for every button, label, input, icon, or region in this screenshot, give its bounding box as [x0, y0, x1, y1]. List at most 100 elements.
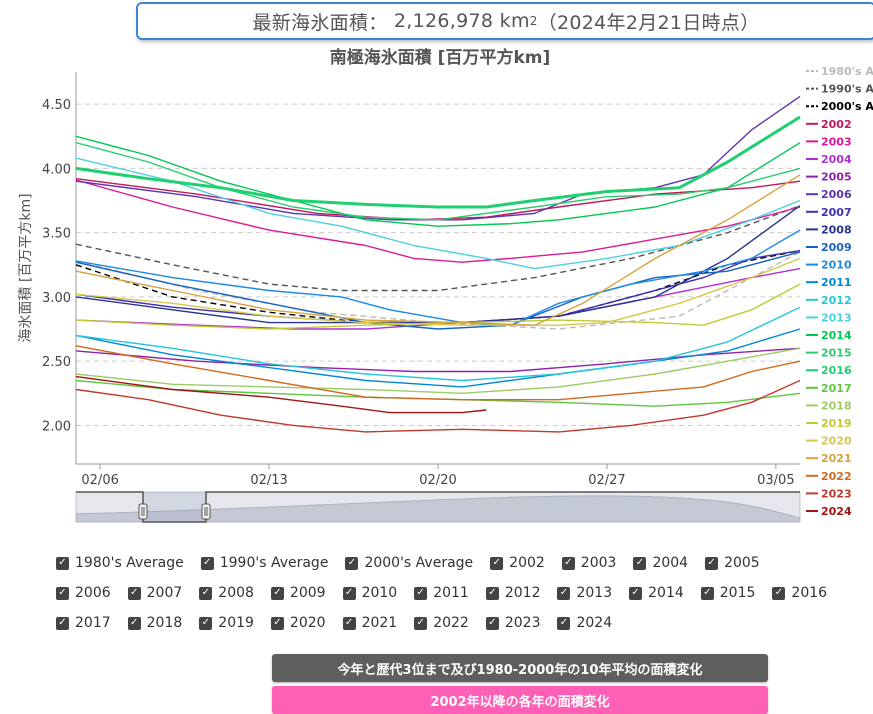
series-checkbox[interactable]: ✓ 2014 [629, 585, 684, 601]
checkbox-label: 2005 [724, 555, 760, 571]
legend-label: 2004 [821, 153, 852, 166]
legend-label: 2023 [821, 487, 852, 500]
legend-item[interactable]: 2024 [806, 505, 852, 518]
legend-item[interactable]: 2013 [806, 311, 852, 324]
series-checkbox[interactable]: ✓ 2013 [557, 585, 612, 601]
legend-item[interactable]: 1990's Average [806, 83, 873, 96]
legend-item[interactable]: 2021 [806, 452, 852, 465]
series-checkbox[interactable]: ✓ 2015 [700, 585, 755, 601]
legend-item[interactable]: 2009 [806, 241, 852, 254]
series-line-2022 [75, 345, 801, 401]
checkbox-checked-icon[interactable]: ✓ [199, 586, 213, 600]
series-checkbox[interactable]: ✓ 2018 [127, 615, 182, 631]
series-checkbox[interactable]: ✓ 2012 [485, 585, 540, 601]
series-checkbox[interactable]: ✓ 2022 [414, 615, 469, 631]
checkbox-checked-icon[interactable]: ✓ [414, 616, 428, 630]
legend-item[interactable]: 2012 [806, 294, 852, 307]
series-checkbox[interactable]: ✓ 1980's Average [56, 555, 184, 571]
checkbox-checked-icon[interactable]: ✓ [127, 586, 141, 600]
checkbox-checked-icon[interactable]: ✓ [342, 586, 356, 600]
legend-item[interactable]: 2019 [806, 417, 852, 430]
checkbox-checked-icon[interactable]: ✓ [342, 616, 356, 630]
checkbox-label: 2017 [75, 615, 111, 631]
checkbox-checked-icon[interactable]: ✓ [199, 616, 213, 630]
legend-item[interactable]: 2016 [806, 364, 852, 377]
legend-item[interactable]: 2000's Average [806, 100, 873, 113]
legend-item[interactable]: 2003 [806, 135, 852, 148]
series-checkbox[interactable]: ✓ 2008 [199, 585, 254, 601]
series-checkbox[interactable]: ✓ 2020 [270, 615, 326, 631]
series-checkbox[interactable]: ✓ 2004 [633, 555, 688, 571]
series-checkbox[interactable]: ✓ 2002 [490, 555, 545, 571]
legend-item[interactable]: 2015 [806, 347, 852, 360]
navigator-handle-right[interactable] [201, 503, 211, 520]
legend-item[interactable]: 2018 [806, 399, 852, 412]
checkbox-checked-icon[interactable]: ✓ [705, 556, 719, 570]
legend-item[interactable]: 2011 [806, 276, 852, 289]
series-lines [75, 95, 801, 433]
checkbox-checked-icon[interactable]: ✓ [772, 586, 786, 600]
checkbox-checked-icon[interactable]: ✓ [270, 586, 284, 600]
series-checkbox[interactable]: ✓ 2006 [56, 585, 111, 601]
checkbox-label: 2000's Average [364, 555, 474, 571]
legend-item[interactable]: 2008 [806, 223, 852, 236]
checkbox-checked-icon[interactable]: ✓ [414, 586, 428, 600]
yearly-chart-button[interactable]: 2002年以降の各年の面積変化 [272, 686, 768, 714]
top10-chart-button[interactable]: 今年と歴代3位まで及び1980-2000年の10年平均の面積変化 [272, 654, 768, 682]
legend-label: 2005 [821, 171, 852, 184]
series-checkbox[interactable]: ✓ 2021 [342, 615, 397, 631]
legend-item[interactable]: 2002 [806, 118, 852, 131]
legend-item[interactable]: 2020 [806, 435, 852, 448]
checkbox-checked-icon[interactable]: ✓ [561, 556, 575, 570]
checkbox-checked-icon[interactable]: ✓ [633, 556, 647, 570]
series-checkbox[interactable]: ✓ 2000's Average [345, 555, 473, 571]
checkbox-label: 2019 [218, 615, 254, 631]
checkbox-checked-icon[interactable]: ✓ [200, 556, 214, 570]
series-checkbox[interactable]: ✓ 2017 [56, 615, 111, 631]
series-checkbox[interactable]: ✓ 2009 [270, 585, 326, 601]
series-line-2006 [75, 95, 801, 221]
legend-item[interactable]: 2004 [806, 153, 852, 166]
series-line-2011 [75, 328, 801, 388]
checkbox-checked-icon[interactable]: ✓ [127, 616, 141, 630]
series-checkbox[interactable]: ✓ 2010 [342, 585, 397, 601]
checkbox-checked-icon[interactable]: ✓ [56, 586, 69, 600]
checkbox-checked-icon[interactable]: ✓ [629, 586, 643, 600]
checkbox-checked-icon[interactable]: ✓ [557, 586, 571, 600]
banner-value: 2,126,978 km [393, 10, 530, 32]
legend-item[interactable]: 2006 [806, 188, 852, 201]
checkbox-checked-icon[interactable]: ✓ [557, 616, 571, 630]
navigator-handle-left[interactable] [138, 503, 148, 520]
legend-item[interactable]: 2022 [806, 470, 852, 483]
series-checkbox[interactable]: ✓ 1990's Average [200, 555, 329, 571]
checkbox-checked-icon[interactable]: ✓ [56, 556, 69, 570]
series-checkbox[interactable]: ✓ 2003 [561, 555, 616, 571]
checkbox-checked-icon[interactable]: ✓ [700, 586, 714, 600]
series-checkbox[interactable]: ✓ 2005 [705, 555, 760, 571]
series-checkbox[interactable]: ✓ 2007 [127, 585, 182, 601]
legend-item[interactable]: 2017 [806, 382, 852, 395]
legend-item[interactable]: 2005 [806, 171, 852, 184]
checkbox-label: 1990's Average [219, 555, 329, 571]
legend-item[interactable]: 2007 [806, 206, 852, 219]
legend-label: 2015 [821, 347, 852, 360]
legend-item[interactable]: 2023 [806, 487, 852, 500]
legend-item[interactable]: 2010 [806, 259, 852, 272]
legend-label: 2018 [821, 399, 852, 412]
series-checkbox[interactable]: ✓ 2023 [485, 615, 540, 631]
checkbox-checked-icon[interactable]: ✓ [485, 586, 499, 600]
series-checkbox[interactable]: ✓ 2024 [557, 615, 612, 631]
banner-label: 最新海氷面積： [252, 11, 388, 34]
checkbox-checked-icon[interactable]: ✓ [485, 616, 499, 630]
legend-item[interactable]: 1980's Average [806, 65, 873, 78]
legend-item[interactable]: 2014 [806, 329, 852, 342]
series-checkbox[interactable]: ✓ 2011 [414, 585, 469, 601]
checkbox-checked-icon[interactable]: ✓ [56, 616, 69, 630]
checkbox-checked-icon[interactable]: ✓ [345, 556, 359, 570]
series-checkbox[interactable]: ✓ 2016 [772, 585, 827, 601]
series-checkbox[interactable]: ✓ 2019 [199, 615, 254, 631]
legend-label: 2000's Average [821, 100, 873, 113]
checkbox-checked-icon[interactable]: ✓ [270, 616, 284, 630]
y-tick-label: 4.00 [42, 162, 71, 177]
checkbox-checked-icon[interactable]: ✓ [490, 556, 504, 570]
